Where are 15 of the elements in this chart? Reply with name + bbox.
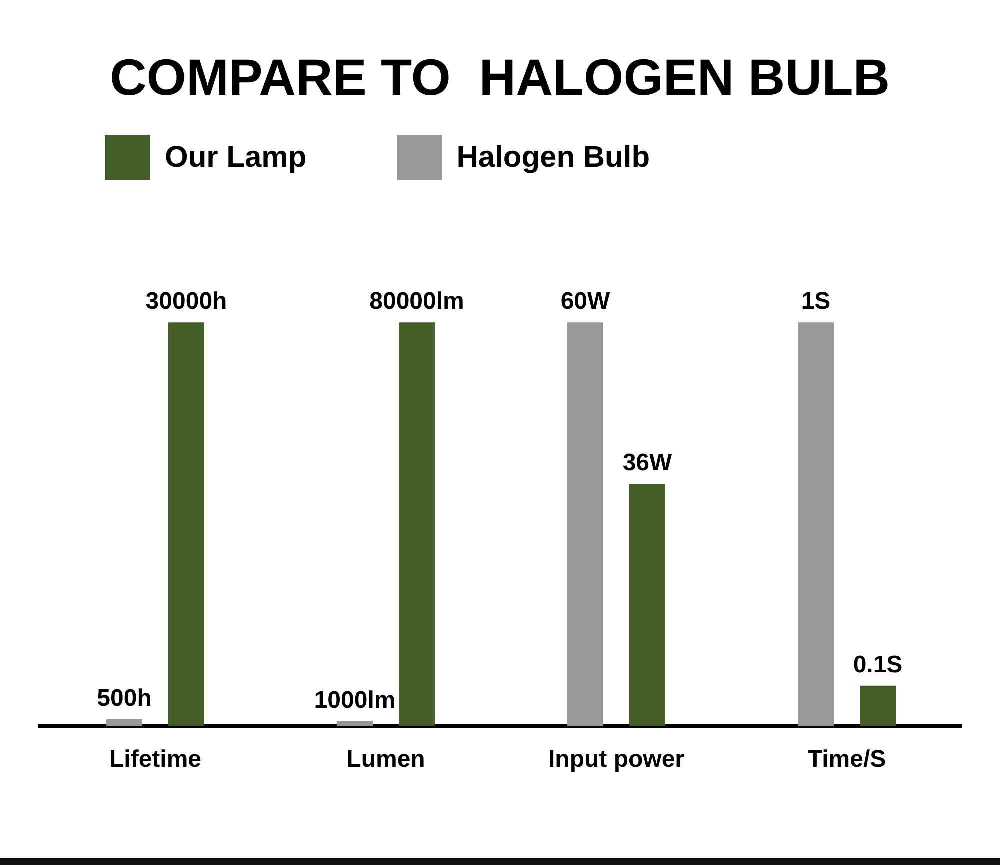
text: COMPARE TO HALOGEN BULB (108, 48, 892, 108)
data-label: 30000h (146, 288, 228, 316)
data-label: 1S (801, 288, 831, 316)
data-label: 0.1S (853, 651, 903, 678)
legend-label: Halogen Bulb (456, 140, 650, 176)
data-label: 60W (560, 288, 611, 316)
x-tick-label: Input power (548, 746, 684, 774)
data-label: 1000lm (314, 686, 396, 714)
data-label: 36W (622, 450, 673, 477)
x-tick-label: Time/S (808, 746, 886, 774)
data-label: 500h (97, 685, 152, 712)
data-label: 80000lm (370, 288, 464, 316)
x-tick-label: Lumen (346, 746, 426, 774)
legend-label: Our Lamp (165, 140, 307, 176)
x-tick-label: Lifetime (109, 746, 202, 774)
